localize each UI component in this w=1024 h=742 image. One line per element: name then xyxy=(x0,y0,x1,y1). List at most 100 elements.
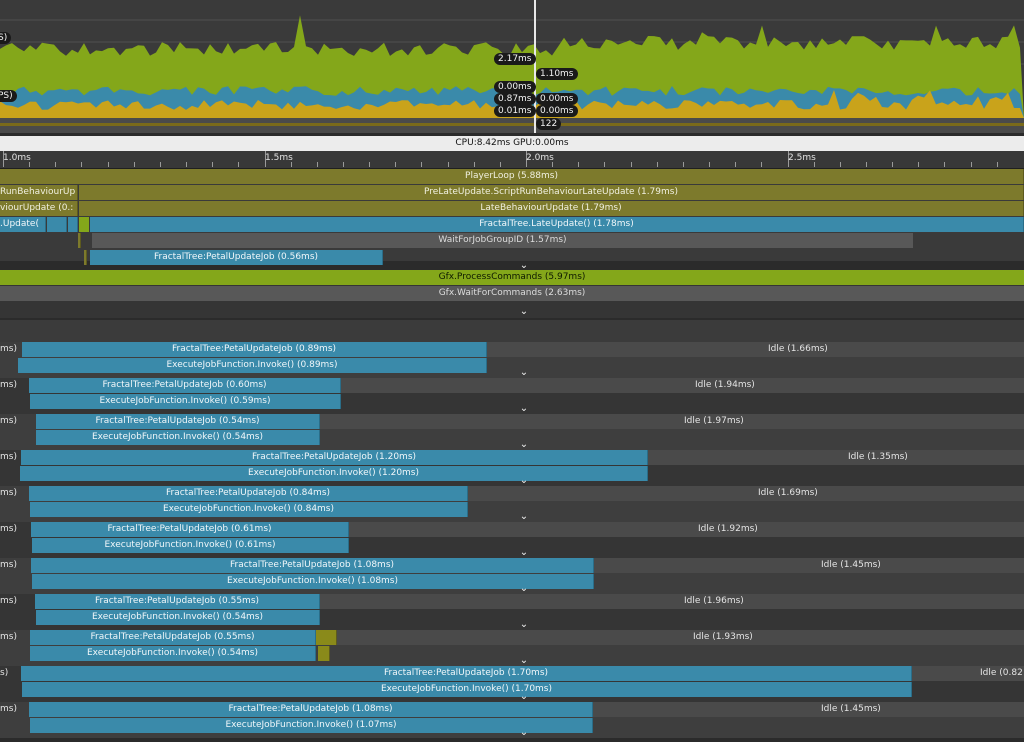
main-thread-lane[interactable]: PlayerLoop (5.88ms) RunBehaviourUp PreLa… xyxy=(0,169,1024,271)
empty-thread-lane[interactable] xyxy=(0,320,1024,342)
execute-job-invoke-bar[interactable]: ExecuteJobFunction.Invoke() (0.89ms) xyxy=(18,358,487,373)
worker-lane[interactable]: ms) Idle (1.45ms) FractalTree:PetalUpdateJ… xyxy=(0,702,1024,738)
idle-bar[interactable] xyxy=(594,558,1024,573)
late-behaviour-update-bar[interactable]: LateBehaviourUpdate (1.79ms) xyxy=(79,201,1024,216)
idle-bar[interactable] xyxy=(468,486,1024,501)
run-behaviour-update-bar[interactable]: RunBehaviourUp xyxy=(0,185,78,200)
execute-job-invoke-bar[interactable]: ExecuteJobFunction.Invoke() (0.59ms) xyxy=(30,394,341,409)
gfx-process-commands-bar[interactable]: Gfx.ProcessCommands (5.97ms) xyxy=(0,270,1024,285)
chevron-down-icon[interactable]: ⌄ xyxy=(519,439,529,450)
execute-job-invoke-bar[interactable]: ExecuteJobFunction.Invoke() (0.54ms) xyxy=(36,610,320,625)
idle-label: Idle (1.96ms) xyxy=(684,596,744,606)
execute-job-invoke-bar[interactable]: ExecuteJobFunction.Invoke() (1.70ms) xyxy=(22,682,912,697)
execute-job-invoke-bar[interactable]: ExecuteJobFunction.Invoke() (0.54ms) xyxy=(30,646,316,661)
chevron-down-icon[interactable]: ⌄ xyxy=(519,306,529,317)
fractal-late-update-bar[interactable]: FractalTree.LateUpdate() (1.78ms) xyxy=(90,217,1024,232)
cursor-label-frame: 122 xyxy=(536,118,562,130)
job-update-bar-2[interactable] xyxy=(47,217,67,232)
idle-bar[interactable] xyxy=(320,414,1024,429)
player-loop-bar[interactable]: PlayerLoop (5.88ms) xyxy=(0,169,1024,184)
chart-left-badge-1: S) xyxy=(0,32,12,44)
idle-bar[interactable] xyxy=(341,378,1024,393)
ruler-tick xyxy=(814,162,815,167)
chevron-down-icon[interactable]: ⌄ xyxy=(519,547,529,558)
petal-update-job-bar[interactable]: FractalTree:PetalUpdateJob (1.20ms) xyxy=(21,450,648,465)
worker-lane[interactable]: ms) Idle (1.93ms) FractalTree:PetalUpdateJ… xyxy=(0,630,1024,666)
ruler-tick xyxy=(500,162,501,167)
idle-bar[interactable] xyxy=(316,630,1024,645)
worker-lane[interactable]: ms) Idle (1.45ms) FractalTree:PetalUpdateJ… xyxy=(0,558,1024,594)
ruler-tick xyxy=(631,162,632,167)
render-thread-lane[interactable]: Gfx.ProcessCommands (5.97ms) Gfx.WaitFor… xyxy=(0,270,1024,318)
idle-bar[interactable] xyxy=(593,702,1024,717)
execute-job-invoke-bar[interactable]: ExecuteJobFunction.Invoke() (1.20ms) xyxy=(20,466,648,481)
ruler-tick xyxy=(971,162,972,167)
petal-update-job-bar[interactable]: FractalTree:PetalUpdateJob (0.61ms) xyxy=(31,522,349,537)
chevron-down-icon[interactable]: ⌄ xyxy=(519,260,529,271)
petal-update-job-bar[interactable]: FractalTree:PetalUpdateJob (1.08ms) xyxy=(31,558,594,573)
chevron-down-icon[interactable]: ⌄ xyxy=(519,619,529,630)
worker-lane[interactable]: ms) Idle (1.96ms) FractalTree:PetalUpdateJ… xyxy=(0,594,1024,630)
worker-lane[interactable]: ms) Idle (1.69ms) FractalTree:PetalUpdateJ… xyxy=(0,486,1024,522)
behaviour-update-bar[interactable]: viourUpdate (0.: xyxy=(0,201,78,216)
ruler-label-2-0: 2.0ms xyxy=(526,153,554,163)
petal-update-job-bar[interactable]: FractalTree:PetalUpdateJob (0.54ms) xyxy=(36,414,320,429)
idle-bar[interactable] xyxy=(349,522,1024,537)
idle-label: Idle (1.94ms) xyxy=(695,380,755,390)
execute-job-invoke-bar[interactable]: ExecuteJobFunction.Invoke() (1.07ms) xyxy=(30,718,593,733)
petal-update-job-bar[interactable]: FractalTree:PetalUpdateJob (0.55ms) xyxy=(30,630,316,645)
chevron-down-icon[interactable]: ⌄ xyxy=(519,583,529,594)
petal-update-job-bar[interactable]: FractalTree:PetalUpdateJob (0.55ms) xyxy=(35,594,320,609)
idle-bar[interactable] xyxy=(912,666,1024,681)
execute-job-invoke-bar[interactable]: ExecuteJobFunction.Invoke() (0.54ms) xyxy=(36,430,320,445)
idle-bar[interactable] xyxy=(648,450,1024,465)
cursor-label-green-right: 1.10ms xyxy=(536,68,578,80)
worker-lane-prev-label: ms) xyxy=(0,416,17,426)
job-update-bar-3[interactable] xyxy=(68,217,78,232)
chevron-down-icon[interactable]: ⌄ xyxy=(519,367,529,378)
petal-update-job-bar[interactable]: FractalTree:PetalUpdateJob (0.84ms) xyxy=(29,486,468,501)
ruler-tick xyxy=(788,151,789,167)
olive-job-marker[interactable] xyxy=(316,630,337,645)
execute-job-invoke-bar[interactable]: ExecuteJobFunction.Invoke() (0.84ms) xyxy=(30,502,468,517)
frame-chart[interactable]: S) PS) 2.17ms 1.10ms 0.00ms 0.87ms 0.00m… xyxy=(0,0,1024,133)
job-update-bar[interactable]: .Update( xyxy=(0,217,46,232)
ruler-tick xyxy=(866,162,867,167)
frame-chart-svg[interactable] xyxy=(0,0,1024,133)
chevron-down-icon[interactable]: ⌄ xyxy=(519,691,529,702)
time-ruler[interactable]: 1.0ms 1.5ms 2.0ms 2.5ms xyxy=(0,151,1024,169)
execute-job-invoke-bar[interactable]: ExecuteJobFunction.Invoke() (1.08ms) xyxy=(32,574,594,589)
wait-for-job-group-bar[interactable]: WaitForJobGroupID (1.57ms) xyxy=(92,233,913,248)
petal-update-job-bar[interactable]: FractalTree:PetalUpdateJob (1.08ms) xyxy=(29,702,593,717)
petal-update-job-bar[interactable]: FractalTree:PetalUpdateJob (0.60ms) xyxy=(29,378,341,393)
main-petal-update-job-bar[interactable]: FractalTree:PetalUpdateJob (0.56ms) xyxy=(90,250,383,265)
execute-job-invoke-bar[interactable]: ExecuteJobFunction.Invoke() (0.61ms) xyxy=(32,538,349,553)
ruler-tick xyxy=(212,162,213,167)
cursor-label-green: 2.17ms xyxy=(494,53,536,65)
petal-update-job-bar[interactable]: FractalTree:PetalUpdateJob (1.70ms) xyxy=(21,666,912,681)
ruler-tick xyxy=(552,162,553,167)
chevron-down-icon[interactable]: ⌄ xyxy=(519,403,529,414)
chevron-down-icon[interactable]: ⌄ xyxy=(519,655,529,666)
worker-lane[interactable]: s) Idle (0.82 FractalTree:PetalUpdateJob (… xyxy=(0,666,1024,702)
idle-bar[interactable] xyxy=(320,594,1024,609)
job-green-marker[interactable] xyxy=(79,217,89,232)
worker-lane[interactable]: ms) Idle (1.94ms) FractalTree:PetalUpdateJ… xyxy=(0,378,1024,414)
petal-update-job-bar[interactable]: FractalTree:PetalUpdateJob (0.89ms) xyxy=(22,342,487,357)
worker-lane[interactable]: ms) Idle (1.35ms) FractalTree:PetalUpdateJ… xyxy=(0,450,1024,486)
cursor-label-yellow: 0.01ms xyxy=(494,105,536,117)
gfx-wait-for-commands-bar[interactable]: Gfx.WaitForCommands (2.63ms) xyxy=(0,286,1024,301)
worker-lane[interactable]: ms) Idle (1.97ms) FractalTree:PetalUpdateJ… xyxy=(0,414,1024,450)
worker-lane[interactable]: ms) Idle (1.66ms) FractalTree:PetalUpdateJ… xyxy=(0,342,1024,378)
worker-lane-prev-label: ms) xyxy=(0,452,17,462)
chevron-down-icon[interactable]: ⌄ xyxy=(519,475,529,486)
chevron-down-icon[interactable]: ⌄ xyxy=(519,727,529,738)
idle-label: Idle (1.45ms) xyxy=(821,704,881,714)
ruler-tick xyxy=(683,162,684,167)
pre-late-update-bar[interactable]: PreLateUpdate.ScriptRunBehaviourLateUpda… xyxy=(79,185,1024,200)
timeline-view[interactable]: PlayerLoop (5.88ms) RunBehaviourUp PreLa… xyxy=(0,169,1024,742)
idle-bar[interactable] xyxy=(487,342,1024,357)
olive-job-marker-2[interactable] xyxy=(318,646,330,661)
chevron-down-icon[interactable]: ⌄ xyxy=(519,511,529,522)
worker-lane[interactable]: ms) Idle (1.92ms) FractalTree:PetalUpdateJ… xyxy=(0,522,1024,558)
